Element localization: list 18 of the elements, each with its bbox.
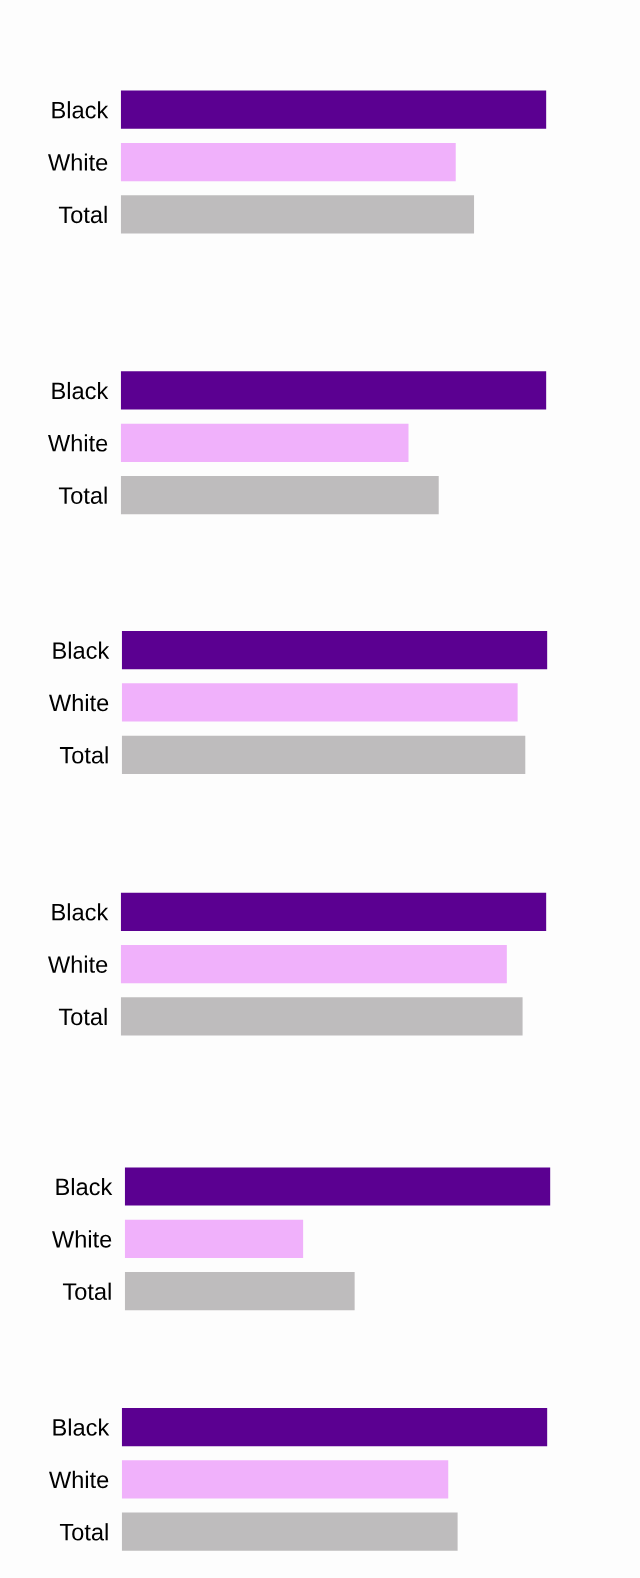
y-tick-label: Black — [52, 101, 109, 119]
y-tick-label: White — [48, 955, 108, 973]
y-tick-label: Total — [58, 486, 107, 504]
y-tick-label: White — [49, 693, 109, 712]
y-tick-label: Total — [58, 1007, 107, 1026]
y-tick-label: Total — [58, 205, 107, 224]
y-tick-label: Total — [59, 746, 108, 764]
y-tick-label: Black — [52, 903, 109, 921]
y-tick-label: Black — [52, 381, 109, 400]
y-tick-label: Total — [62, 1282, 111, 1300]
y-tick-label: White — [48, 434, 108, 452]
y-tick-label: White — [52, 1230, 112, 1248]
y-tick-label: Black — [56, 1177, 113, 1196]
y-tick-label: Black — [53, 1418, 110, 1436]
y-tick-label: Total — [59, 1523, 108, 1541]
y-tick-label: White — [49, 1470, 109, 1489]
y-tick-label: White — [48, 153, 108, 171]
y-tick-label: Black — [53, 641, 110, 659]
